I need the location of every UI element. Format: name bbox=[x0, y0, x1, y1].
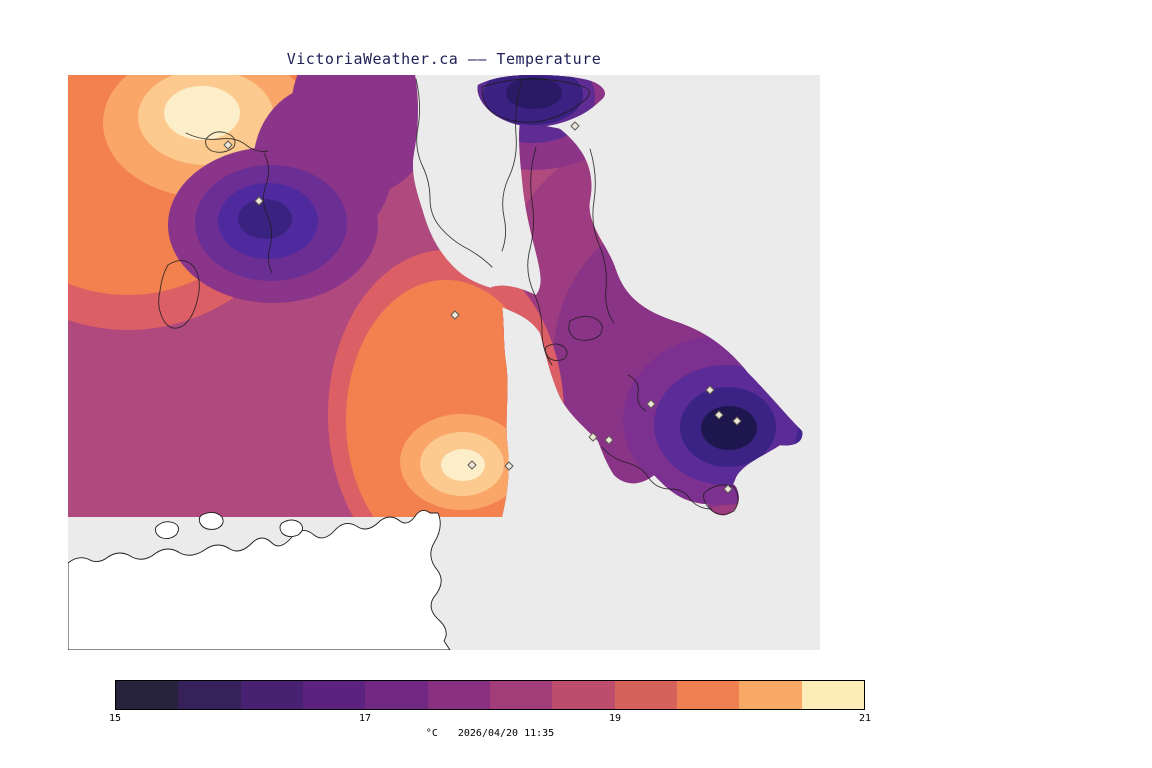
colorbar-caption: °C 2026/04/20 11:35 bbox=[115, 728, 865, 739]
colorbar-cell bbox=[302, 681, 366, 709]
colorbar-cell bbox=[801, 681, 864, 709]
colorbar-cell bbox=[427, 681, 490, 709]
colorbar-cell bbox=[116, 681, 179, 709]
colorbar-tick-label: 17 bbox=[358, 713, 372, 724]
station-marker bbox=[604, 435, 614, 445]
station-markers bbox=[223, 121, 742, 494]
colorbar-cell bbox=[240, 681, 303, 709]
colorbar-cell bbox=[552, 681, 615, 709]
colorbar-cell bbox=[739, 681, 802, 709]
coastlines bbox=[158, 78, 739, 515]
colorbar-tick-label: 15 bbox=[108, 713, 122, 724]
colorbar-unit-label: °C bbox=[425, 728, 438, 739]
colorbar-cell bbox=[489, 681, 553, 709]
station-marker bbox=[223, 140, 233, 150]
station-marker bbox=[570, 121, 580, 131]
colorbar-cell bbox=[614, 681, 677, 709]
colorbar-cell bbox=[676, 681, 740, 709]
colorbar-tick-label: 21 bbox=[858, 713, 872, 724]
colorbar-datetime-label: 2026/04/20 11:35 bbox=[457, 728, 555, 739]
station-marker bbox=[504, 461, 514, 471]
station-marker bbox=[714, 410, 724, 420]
temperature-map-svg bbox=[67, 75, 820, 651]
colorbar bbox=[115, 680, 865, 710]
page-title: VictoriaWeather.ca —— Temperature bbox=[286, 50, 602, 68]
colorbar-cell bbox=[178, 681, 241, 709]
station-marker bbox=[723, 484, 733, 494]
station-marker bbox=[254, 196, 264, 206]
station-marker bbox=[705, 385, 715, 395]
station-marker bbox=[588, 432, 598, 442]
station-marker bbox=[467, 460, 477, 470]
station-marker bbox=[646, 399, 656, 409]
colorbar-ticks: 15 17 19 21 bbox=[109, 713, 871, 727]
bottom-land bbox=[67, 510, 451, 651]
temperature-map bbox=[67, 75, 820, 651]
colorbar-tick-label: 19 bbox=[608, 713, 622, 724]
colorbar-cell bbox=[365, 681, 428, 709]
station-marker bbox=[450, 310, 460, 320]
station-marker bbox=[732, 416, 742, 426]
